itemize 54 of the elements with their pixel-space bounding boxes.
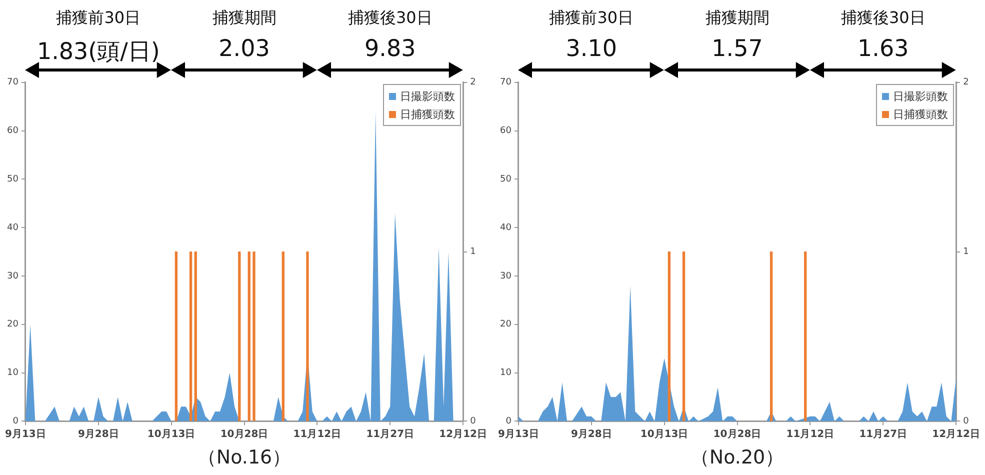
- y2-tick-label: 2: [470, 78, 476, 88]
- x-tick-label: 10月28日: [713, 428, 762, 440]
- legend-label: 日捕獲頭数: [893, 106, 948, 122]
- text: 捕獲前30日: [56, 8, 141, 29]
- y-tick-label: 40: [500, 222, 512, 233]
- x-tick-label: 9月13日: [5, 428, 46, 440]
- x-tick-label: 12月12日: [932, 428, 980, 440]
- text: 2.03: [218, 36, 270, 62]
- text: 捕獲後30日: [840, 8, 926, 29]
- y-tick-label: 50: [500, 174, 512, 185]
- y-tick-label: 40: [7, 222, 19, 233]
- y-tick-label: 50: [7, 174, 19, 185]
- y-tick-label: 20: [500, 320, 512, 330]
- text: 1.63: [858, 36, 909, 62]
- y-tick-label: 60: [7, 126, 19, 136]
- y2-tick-label: 0: [470, 416, 476, 427]
- y-tick-label: 0: [12, 416, 19, 427]
- text: 1.57: [712, 36, 763, 62]
- x-tick-label: 9月13日: [498, 428, 539, 440]
- x-tick-label: 11月27日: [859, 428, 908, 440]
- y2-tick-label: 0: [963, 416, 970, 427]
- x-tick-label: 11月12日: [786, 428, 834, 440]
- y-tick-label: 70: [500, 78, 512, 88]
- y2-tick-label: 1: [963, 247, 969, 258]
- text: 捕獲期間: [212, 8, 276, 29]
- y-tick-label: 10: [500, 368, 512, 378]
- y-tick-label: 70: [7, 78, 19, 88]
- text: 捕獲後30日: [348, 8, 432, 29]
- text: 9.83: [364, 36, 416, 62]
- text: 1.83(頭/日): [36, 38, 160, 67]
- y-tick-label: 60: [500, 126, 512, 136]
- x-tick-label: 11月27日: [366, 428, 414, 440]
- legend-label: 日捕獲頭数: [400, 106, 456, 122]
- x-tick-label: 10月13日: [147, 428, 196, 440]
- x-axis-title: （No.16）: [197, 446, 292, 469]
- y-tick-label: 30: [500, 271, 512, 282]
- text: 捕獲前30日: [549, 8, 634, 29]
- y-tick-label: 30: [7, 271, 19, 282]
- y-tick-label: 10: [7, 368, 19, 378]
- x-axis-title: （No.20）: [690, 446, 784, 469]
- x-tick-label: 10月13日: [640, 428, 688, 440]
- text: 捕獲期間: [705, 8, 770, 29]
- x-tick-label: 12月12日: [439, 428, 488, 440]
- y-tick-label: 20: [7, 320, 19, 330]
- y2-tick-label: 2: [963, 78, 969, 88]
- y2-tick-label: 1: [470, 247, 476, 258]
- legend-label: 日撮影頭数: [400, 88, 456, 104]
- x-tick-label: 11月12日: [293, 428, 342, 440]
- legend-label: 日撮影頭数: [893, 88, 948, 104]
- text: 3.10: [566, 36, 617, 62]
- x-tick-label: 9月28日: [78, 428, 119, 440]
- y-tick-label: 0: [506, 416, 512, 427]
- x-tick-label: 10月28日: [220, 428, 268, 440]
- x-tick-label: 9月28日: [570, 428, 612, 440]
